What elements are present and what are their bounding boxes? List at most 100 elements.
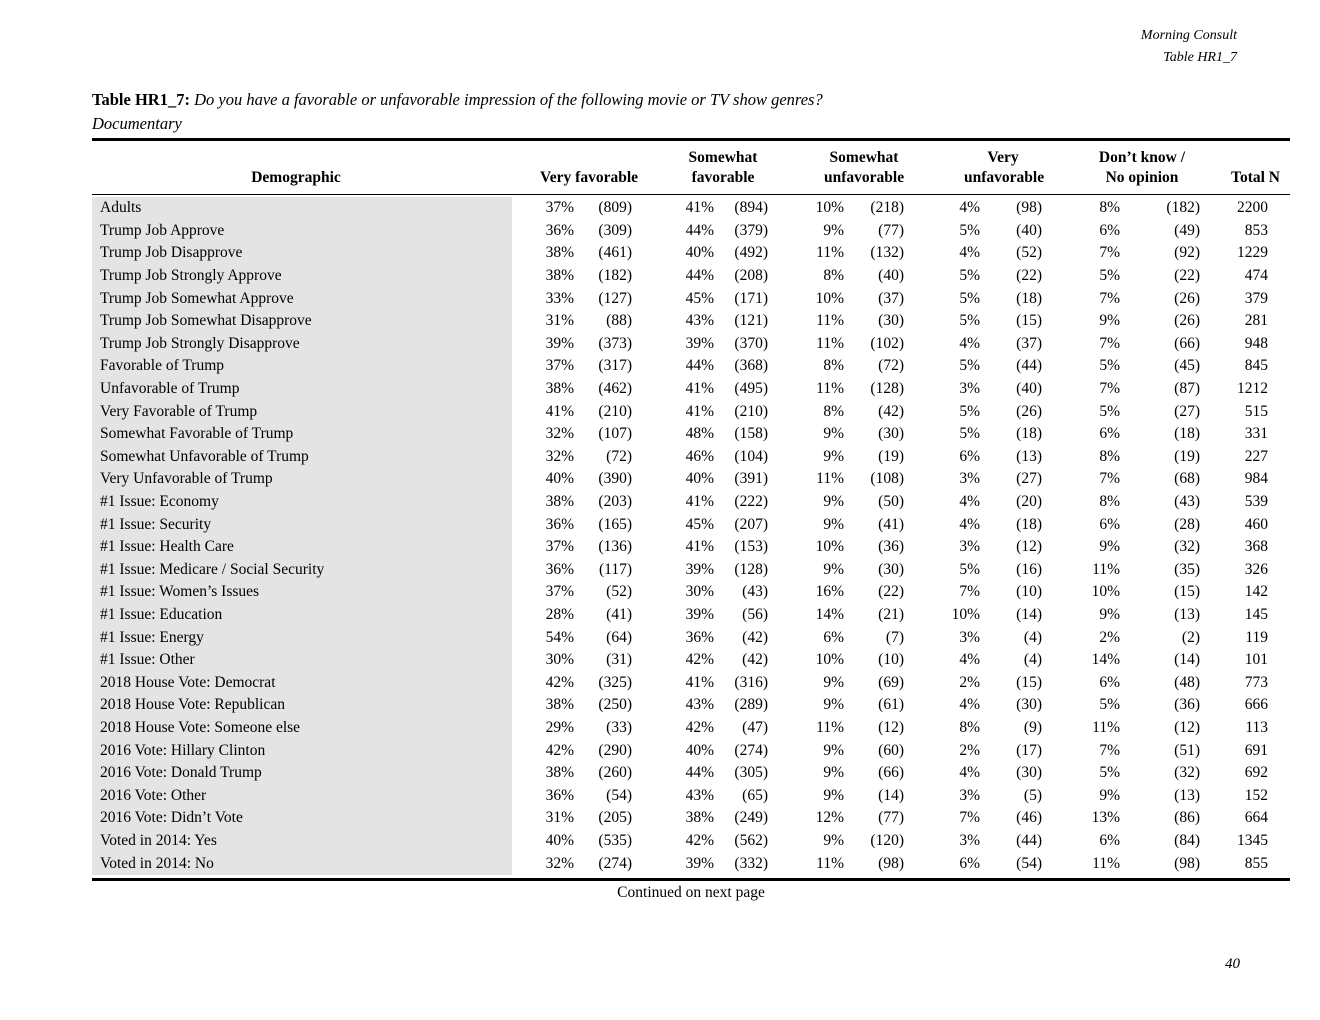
very-favorable-n: (117) — [599, 560, 632, 578]
very-unfavorable-n: (9) — [1023, 718, 1042, 736]
very-favorable-n: (325) — [598, 673, 632, 691]
very-favorable-n: (290) — [598, 741, 632, 759]
dont-know-pct: 6% — [1099, 425, 1120, 443]
very-unfavorable-n: (20) — [1016, 493, 1042, 511]
very-favorable-pct: 31% — [545, 809, 574, 827]
total-n-cell: 460 — [1244, 515, 1268, 533]
somewhat-favorable-n: (56) — [742, 605, 768, 623]
somewhat-unfavorable-pct: 9% — [823, 696, 844, 714]
table-row: Favorable of Trump 37% (317) 44% (368) 8… — [92, 355, 1290, 378]
dont-know-pct: 5% — [1099, 696, 1120, 714]
somewhat-unfavorable-pct: 9% — [823, 786, 844, 804]
somewhat-favorable-n: (158) — [734, 425, 768, 443]
very-unfavorable-pct: 4% — [959, 764, 980, 782]
somewhat-unfavorable-pct: 9% — [823, 515, 844, 533]
table-row: #1 Issue: Medicare / Social Security 36%… — [92, 558, 1290, 582]
demographic-cell: Trump Job Disapprove — [92, 242, 512, 265]
dont-know-pct: 11% — [1092, 854, 1120, 872]
somewhat-favorable-pct: 42% — [685, 831, 714, 849]
very-unfavorable-pct: 4% — [959, 334, 980, 352]
very-favorable-n: (33) — [606, 718, 632, 736]
somewhat-favorable-pct: 44% — [685, 357, 714, 375]
column-header-demographic: Demographic — [251, 169, 341, 186]
demographic-cell: #1 Issue: Medicare / Social Security — [92, 558, 512, 582]
somewhat-unfavorable-n: (77) — [878, 221, 904, 239]
dont-know-n: (22) — [1174, 267, 1200, 285]
somewhat-unfavorable-pct: 10% — [815, 199, 844, 217]
very-unfavorable-n: (26) — [1016, 402, 1042, 420]
very-favorable-pct: 36% — [545, 560, 574, 578]
somewhat-favorable-n: (104) — [734, 447, 768, 465]
somewhat-unfavorable-n: (36) — [878, 538, 904, 556]
very-favorable-pct: 40% — [545, 470, 574, 488]
somewhat-unfavorable-pct: 9% — [823, 560, 844, 578]
column-header-very-favorable: Very favorable — [540, 169, 639, 186]
dont-know-pct: 6% — [1099, 221, 1120, 239]
very-unfavorable-pct: 3% — [959, 380, 980, 398]
somewhat-favorable-n: (65) — [742, 786, 768, 804]
somewhat-favorable-n: (153) — [734, 538, 768, 556]
dont-know-n: (68) — [1174, 470, 1200, 488]
very-favorable-n: (317) — [598, 357, 632, 375]
somewhat-favorable-n: (128) — [734, 560, 768, 578]
dont-know-pct: 10% — [1091, 583, 1120, 601]
somewhat-unfavorable-pct: 9% — [823, 447, 844, 465]
table-title-question: Do you have a favorable or unfavorable i… — [194, 90, 823, 109]
somewhat-favorable-pct: 43% — [685, 312, 714, 330]
very-favorable-pct: 36% — [545, 786, 574, 804]
very-favorable-pct: 38% — [545, 696, 574, 714]
dont-know-pct: 7% — [1099, 244, 1120, 262]
somewhat-favorable-n: (316) — [734, 673, 768, 691]
total-n-cell: 853 — [1244, 221, 1268, 239]
very-unfavorable-n: (18) — [1016, 515, 1042, 533]
table-row: 2016 Vote: Didn’t Vote 31% (205) 38% (24… — [92, 807, 1290, 830]
dont-know-n: (13) — [1174, 605, 1200, 623]
somewhat-favorable-n: (492) — [734, 244, 768, 262]
total-n-cell: 101 — [1244, 651, 1268, 669]
very-unfavorable-pct: 4% — [959, 244, 980, 262]
very-unfavorable-pct: 3% — [959, 470, 980, 488]
very-unfavorable-pct: 5% — [959, 312, 980, 330]
somewhat-unfavorable-pct: 9% — [823, 673, 844, 691]
somewhat-unfavorable-pct: 9% — [823, 493, 844, 511]
dont-know-n: (49) — [1174, 221, 1200, 239]
demographic-cell: Very Favorable of Trump — [92, 400, 512, 423]
very-unfavorable-n: (12) — [1016, 538, 1042, 556]
demographic-cell: Trump Job Somewhat Disapprove — [92, 309, 512, 333]
somewhat-unfavorable-pct: 11% — [816, 470, 844, 488]
very-favorable-n: (127) — [598, 289, 632, 307]
total-n-cell: 379 — [1244, 289, 1268, 307]
somewhat-unfavorable-n: (37) — [878, 289, 904, 307]
very-favorable-n: (260) — [598, 764, 632, 782]
somewhat-favorable-pct: 41% — [685, 673, 714, 691]
somewhat-unfavorable-pct: 10% — [815, 651, 844, 669]
dont-know-n: (45) — [1174, 357, 1200, 375]
very-favorable-n: (88) — [606, 312, 632, 330]
total-n-cell: 227 — [1244, 447, 1268, 465]
somewhat-unfavorable-pct: 9% — [823, 741, 844, 759]
somewhat-favorable-pct: 41% — [685, 402, 714, 420]
dont-know-pct: 5% — [1099, 267, 1120, 285]
table-row: Very Favorable of Trump 41% (210) 41% (2… — [92, 400, 1290, 423]
somewhat-favorable-n: (208) — [734, 267, 768, 285]
somewhat-unfavorable-pct: 11% — [816, 380, 844, 398]
table-row: 2016 Vote: Donald Trump 38% (260) 44% (3… — [92, 761, 1290, 785]
somewhat-unfavorable-pct: 9% — [823, 221, 844, 239]
table-row: Adults 37% (809) 41% (894) 10% (218) 4% … — [92, 197, 1290, 220]
table-row: 2018 House Vote: Republican 38% (250) 43… — [92, 694, 1290, 717]
somewhat-favorable-pct: 41% — [685, 493, 714, 511]
somewhat-favorable-pct: 39% — [685, 605, 714, 623]
demographic-cell: Trump Job Somewhat Approve — [92, 287, 512, 310]
total-n-cell: 691 — [1244, 741, 1268, 759]
somewhat-unfavorable-pct: 9% — [823, 831, 844, 849]
dont-know-pct: 5% — [1099, 357, 1120, 375]
column-header-somewhat-unfavorable-line1: Somewhat — [829, 149, 899, 166]
dont-know-pct: 9% — [1099, 538, 1120, 556]
very-unfavorable-n: (40) — [1016, 221, 1042, 239]
very-unfavorable-n: (44) — [1016, 357, 1042, 375]
column-header-very-unfavorable-line2: unfavorable — [964, 169, 1045, 186]
dont-know-n: (28) — [1174, 515, 1200, 533]
column-header-total-n: Total N — [1231, 169, 1280, 186]
very-unfavorable-n: (14) — [1016, 605, 1042, 623]
somewhat-unfavorable-pct: 11% — [816, 244, 844, 262]
